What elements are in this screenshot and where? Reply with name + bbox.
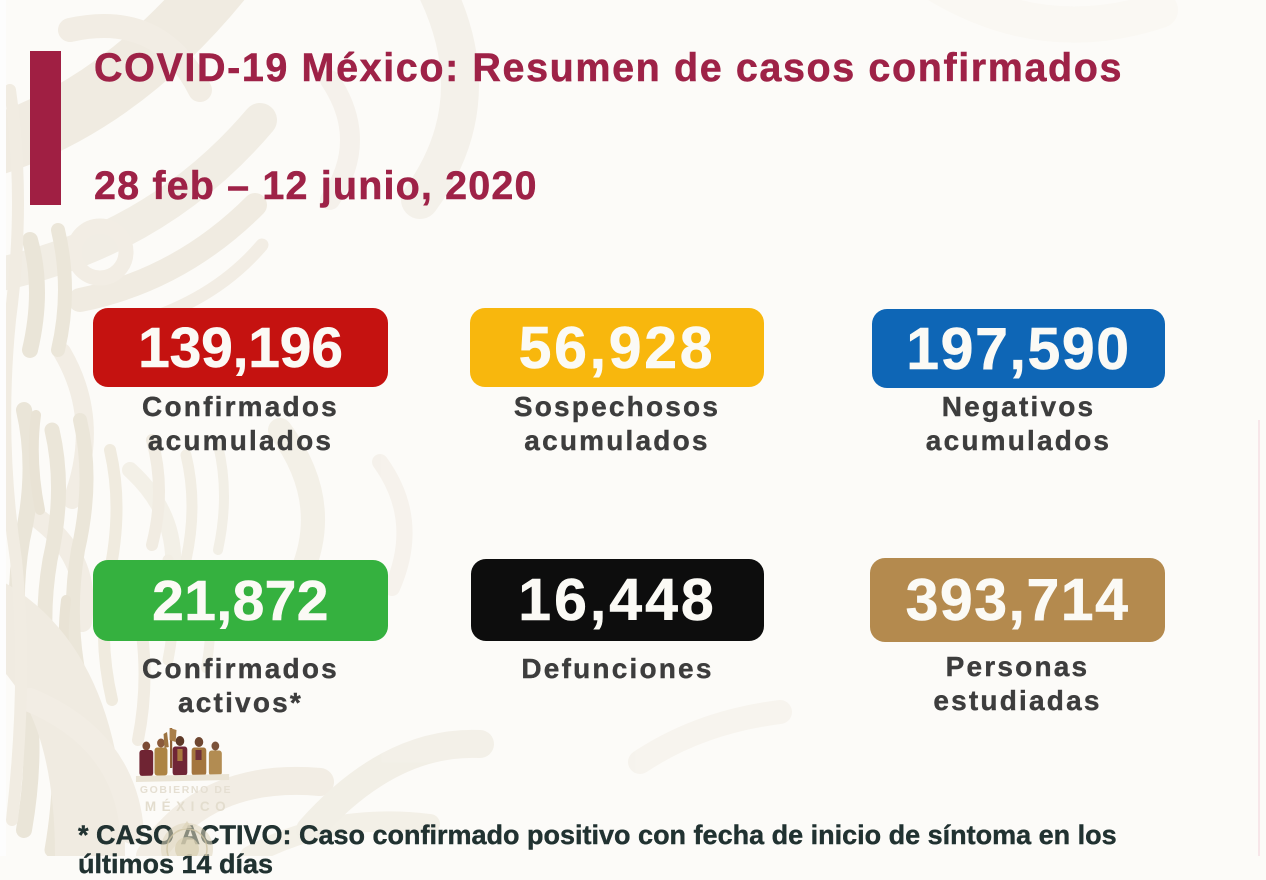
- svg-text:MÉXICO: MÉXICO: [145, 799, 231, 814]
- svg-text:GOBIERNO DE: GOBIERNO DE: [140, 784, 232, 796]
